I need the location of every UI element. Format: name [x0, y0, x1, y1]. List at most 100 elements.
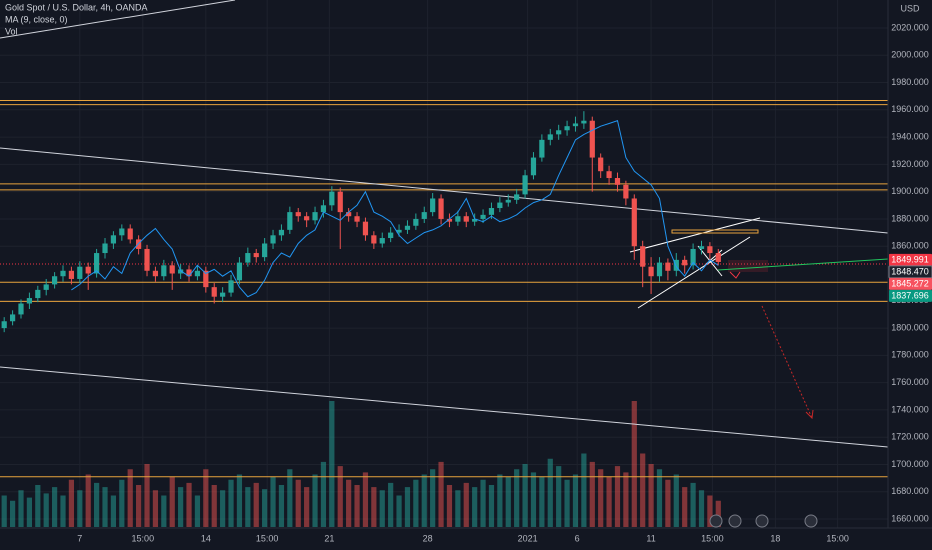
volume-bar [606, 476, 612, 527]
volume-bar [455, 490, 461, 527]
volume-bar [623, 472, 629, 527]
volume-bar [178, 487, 184, 527]
price-tag [889, 253, 932, 266]
y-tick-label: 1800.000 [891, 322, 929, 332]
volume-bar [278, 485, 285, 527]
volume-bar [60, 495, 66, 527]
volume-bar [337, 466, 343, 527]
y-tick-label: 1960.000 [891, 104, 929, 114]
candle-body [673, 259, 679, 271]
candle-body [94, 253, 100, 274]
volume-bar [682, 487, 688, 527]
volume-bar [564, 479, 570, 527]
y-tick-label: 1940.000 [891, 131, 929, 141]
x-tick-label: 15:00 [701, 533, 724, 543]
volume-bar [362, 472, 369, 527]
volume-bar [68, 479, 75, 527]
candle-body [127, 228, 133, 240]
candle-body [572, 123, 579, 127]
volume-bar [547, 458, 553, 527]
candle-body [152, 270, 159, 277]
trend-line [0, 366, 889, 448]
candle-body [77, 266, 83, 279]
candle-body [178, 269, 184, 274]
candle-body [26, 298, 33, 304]
candle-body [35, 289, 41, 299]
volume-bar [673, 474, 679, 527]
volume-bar [161, 495, 167, 527]
candle-body [270, 235, 276, 244]
candle-body [413, 218, 419, 226]
volume-bar [287, 469, 293, 527]
candle-body [211, 287, 217, 297]
candle-body [194, 270, 201, 277]
candle-body [52, 276, 58, 285]
candle-body [589, 120, 595, 158]
volume-bar [488, 485, 495, 527]
candle-body [488, 208, 495, 215]
event-icon [709, 514, 723, 528]
trend-line [0, 147, 889, 234]
candle-body [186, 269, 192, 277]
volume-bar [136, 485, 142, 527]
volume-bar [404, 487, 411, 527]
candle-body [631, 198, 637, 247]
volume-bar [1, 495, 7, 527]
volume-bar [640, 453, 646, 527]
candle-body [640, 246, 646, 267]
price-tag-label: 1848.470 [891, 266, 929, 276]
candle-body [68, 270, 75, 279]
volume-bar [211, 485, 217, 527]
y-tick-label: 1980.000 [891, 77, 929, 87]
volume-bar [110, 495, 117, 527]
candle-body [690, 248, 696, 266]
candle-body [346, 212, 352, 217]
event-icon [755, 514, 769, 528]
x-tick-label: 14 [201, 533, 211, 543]
volume-bar [119, 479, 125, 527]
x-tick-label: 7 [77, 533, 82, 543]
candle-body [9, 314, 16, 322]
volume-bar [388, 482, 394, 527]
candle-body [463, 216, 469, 222]
y-tick-label: 1880.000 [891, 213, 929, 223]
candle-body [18, 303, 24, 315]
volume-bar [497, 474, 503, 527]
candle-body [530, 157, 537, 176]
volume-bar [329, 401, 335, 527]
candle-body [446, 218, 453, 222]
volume-bar [514, 469, 520, 527]
candle-body [161, 265, 167, 277]
volume-bar [295, 479, 301, 527]
candle-body [262, 243, 268, 258]
candle-body [371, 235, 377, 244]
candle-body [320, 205, 327, 213]
volume-bar [446, 485, 453, 527]
y-tick-label: 1680.000 [891, 486, 929, 496]
candle-body [404, 225, 411, 230]
candle-body [85, 266, 91, 274]
volume-bar [598, 469, 604, 527]
candle-body [278, 229, 285, 236]
candle-body [220, 292, 226, 297]
y-tick-label: 1900.000 [891, 186, 929, 196]
currency-label: USD [900, 3, 920, 13]
x-tick-label: 18 [770, 533, 780, 543]
candle-body [522, 175, 528, 195]
volume-bar [194, 495, 201, 527]
x-tick-label: 28 [423, 533, 433, 543]
candle-body [455, 216, 461, 222]
event-icon [728, 514, 742, 528]
candle-body [203, 270, 209, 288]
volume-bar [94, 482, 100, 527]
volume-bar [413, 479, 419, 527]
volume-bar [320, 461, 327, 527]
pattern-line [629, 217, 761, 253]
candle-body [505, 199, 511, 203]
volume-bar [715, 500, 721, 527]
candle-body [228, 280, 234, 293]
pattern-line [637, 236, 751, 309]
volume-bar [77, 490, 83, 527]
x-tick-label: 15:00 [256, 533, 279, 543]
